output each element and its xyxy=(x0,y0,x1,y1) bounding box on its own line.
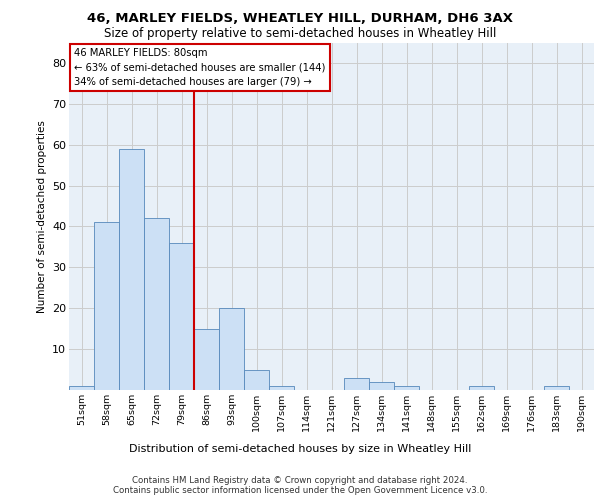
Bar xyxy=(94,222,119,390)
Bar xyxy=(69,386,94,390)
Bar xyxy=(244,370,269,390)
Bar xyxy=(469,386,494,390)
Bar xyxy=(219,308,244,390)
Bar xyxy=(144,218,169,390)
Bar xyxy=(194,328,219,390)
Text: 46 MARLEY FIELDS: 80sqm
← 63% of semi-detached houses are smaller (144)
34% of s: 46 MARLEY FIELDS: 80sqm ← 63% of semi-de… xyxy=(74,48,326,88)
Bar xyxy=(394,386,419,390)
Bar xyxy=(544,386,569,390)
Text: Size of property relative to semi-detached houses in Wheatley Hill: Size of property relative to semi-detach… xyxy=(104,28,496,40)
Bar xyxy=(369,382,394,390)
Bar xyxy=(169,243,194,390)
Text: Distribution of semi-detached houses by size in Wheatley Hill: Distribution of semi-detached houses by … xyxy=(129,444,471,454)
Y-axis label: Number of semi-detached properties: Number of semi-detached properties xyxy=(37,120,47,312)
Bar xyxy=(344,378,369,390)
Bar xyxy=(119,149,144,390)
Text: 46, MARLEY FIELDS, WHEATLEY HILL, DURHAM, DH6 3AX: 46, MARLEY FIELDS, WHEATLEY HILL, DURHAM… xyxy=(87,12,513,26)
Text: Contains HM Land Registry data © Crown copyright and database right 2024.: Contains HM Land Registry data © Crown c… xyxy=(132,476,468,485)
Bar xyxy=(269,386,294,390)
Text: Contains public sector information licensed under the Open Government Licence v3: Contains public sector information licen… xyxy=(113,486,487,495)
